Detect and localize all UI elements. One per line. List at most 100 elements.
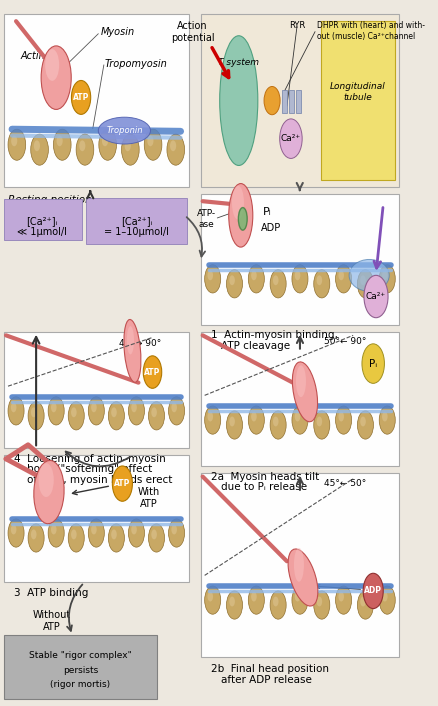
Circle shape [205, 586, 221, 614]
Circle shape [280, 119, 302, 158]
Ellipse shape [41, 46, 71, 109]
Circle shape [108, 524, 124, 552]
Circle shape [336, 265, 352, 293]
Text: Tropomyosin: Tropomyosin [104, 59, 167, 68]
Text: 50°← 90°: 50°← 90° [324, 337, 366, 347]
Circle shape [251, 412, 257, 421]
Text: bond ("softening" effect: bond ("softening" effect [14, 465, 152, 474]
Circle shape [339, 270, 344, 280]
Circle shape [264, 86, 280, 114]
Circle shape [76, 134, 94, 165]
Ellipse shape [45, 49, 59, 80]
Text: persists: persists [63, 666, 98, 675]
Text: Longitudinal
tubule: Longitudinal tubule [330, 83, 386, 102]
Circle shape [71, 407, 77, 417]
Circle shape [170, 140, 176, 151]
Text: 2b  Final head position: 2b Final head position [211, 664, 328, 674]
Circle shape [169, 397, 184, 425]
Circle shape [71, 530, 77, 539]
Circle shape [226, 591, 243, 619]
Text: Ca²⁺: Ca²⁺ [281, 134, 301, 143]
Ellipse shape [288, 549, 318, 606]
Circle shape [99, 129, 117, 160]
Circle shape [68, 402, 84, 430]
Text: Pᵢ: Pᵢ [262, 207, 271, 217]
Circle shape [360, 597, 366, 606]
Circle shape [379, 406, 395, 434]
Circle shape [317, 417, 322, 426]
Circle shape [292, 265, 308, 293]
Circle shape [131, 402, 137, 412]
Circle shape [382, 592, 388, 602]
Circle shape [317, 597, 322, 606]
Text: Ca²⁺: Ca²⁺ [366, 292, 386, 301]
Ellipse shape [232, 186, 244, 220]
Circle shape [317, 275, 322, 285]
Circle shape [48, 397, 64, 425]
Ellipse shape [34, 460, 64, 524]
Circle shape [171, 402, 177, 412]
Circle shape [295, 412, 300, 421]
Circle shape [167, 134, 184, 165]
Circle shape [125, 140, 131, 151]
FancyBboxPatch shape [201, 332, 399, 466]
Circle shape [357, 411, 374, 439]
Circle shape [102, 136, 108, 146]
Circle shape [144, 129, 162, 160]
Circle shape [314, 411, 330, 439]
FancyBboxPatch shape [4, 455, 189, 582]
Circle shape [295, 270, 300, 280]
Circle shape [248, 586, 265, 614]
Text: T system: T system [218, 58, 259, 67]
Circle shape [147, 136, 153, 146]
Text: 1  Actin-myosin binding,: 1 Actin-myosin binding, [211, 330, 338, 340]
Ellipse shape [238, 208, 247, 230]
FancyBboxPatch shape [4, 14, 189, 187]
FancyBboxPatch shape [201, 194, 399, 325]
Circle shape [273, 275, 279, 285]
Circle shape [251, 592, 257, 602]
Text: ≪ 1μmol/l: ≪ 1μmol/l [17, 227, 67, 237]
Ellipse shape [127, 326, 134, 354]
Text: Pᵢ: Pᵢ [369, 359, 377, 369]
Text: Without
ATP: Without ATP [33, 611, 71, 632]
Circle shape [113, 466, 132, 501]
Circle shape [79, 140, 85, 151]
Circle shape [108, 402, 124, 430]
Text: Myosin: Myosin [100, 27, 134, 37]
Text: Troponin: Troponin [106, 126, 143, 135]
Circle shape [8, 519, 24, 547]
Circle shape [51, 525, 57, 534]
FancyBboxPatch shape [4, 332, 189, 448]
Circle shape [31, 134, 48, 165]
Circle shape [382, 412, 388, 421]
Circle shape [111, 530, 117, 539]
Text: 45°→ 90°: 45°→ 90° [119, 339, 162, 348]
Circle shape [226, 411, 243, 439]
Circle shape [295, 592, 300, 602]
Text: ATP: ATP [114, 479, 131, 488]
Text: Resting position: Resting position [8, 195, 92, 205]
Circle shape [364, 275, 388, 318]
Ellipse shape [39, 463, 54, 497]
Ellipse shape [349, 259, 389, 291]
Text: DHPR with (heart) and with-
out (muscle) Ca²⁺channel: DHPR with (heart) and with- out (muscle)… [317, 21, 425, 40]
Circle shape [148, 402, 165, 430]
Circle shape [229, 275, 235, 285]
FancyBboxPatch shape [289, 90, 294, 113]
Text: Action
potential: Action potential [171, 21, 215, 43]
Text: 3  ATP binding: 3 ATP binding [14, 588, 88, 598]
Circle shape [339, 412, 344, 421]
Ellipse shape [124, 320, 141, 382]
Circle shape [34, 140, 40, 151]
Circle shape [208, 270, 213, 280]
Circle shape [91, 402, 97, 412]
Ellipse shape [296, 366, 306, 397]
FancyBboxPatch shape [86, 198, 187, 244]
Ellipse shape [98, 117, 151, 144]
Circle shape [229, 597, 235, 606]
Text: RYR: RYR [289, 21, 305, 30]
FancyBboxPatch shape [4, 635, 156, 699]
Text: ATP: ATP [73, 93, 89, 102]
Circle shape [11, 402, 17, 412]
